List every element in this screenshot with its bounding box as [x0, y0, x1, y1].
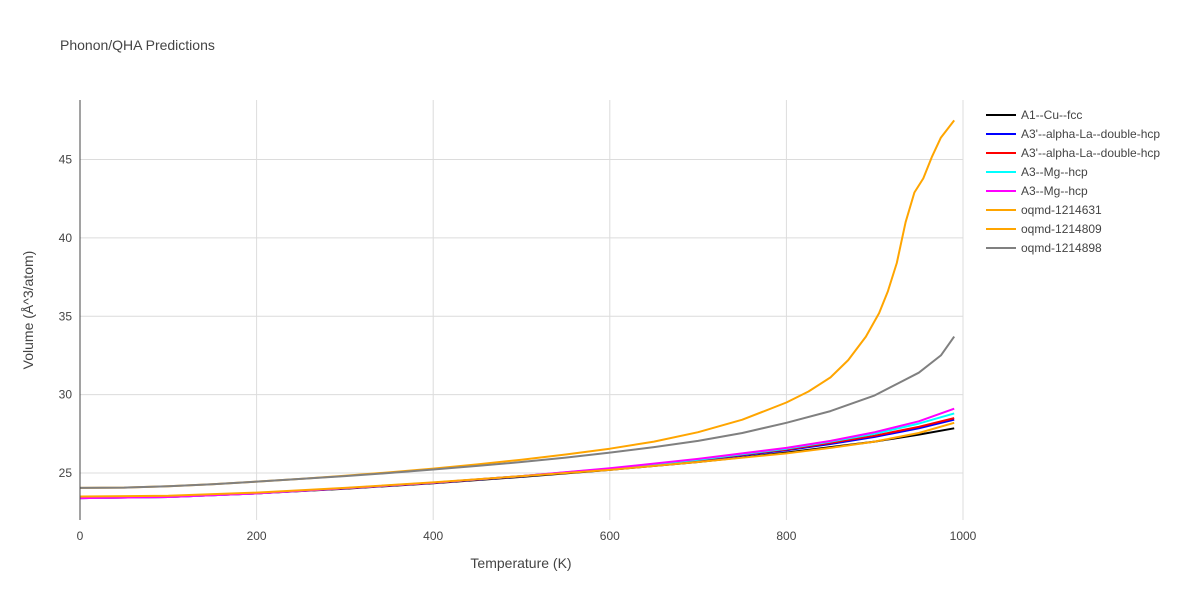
- y-tick-label: 40: [59, 231, 73, 245]
- x-axis-title: Temperature (K): [470, 555, 571, 571]
- grid: [80, 100, 964, 520]
- series-line-8: [79, 336, 956, 489]
- series-line-6: [79, 421, 955, 498]
- chart-title: Phonon/QHA Predictions: [60, 37, 215, 53]
- legend: A1--Cu--fcc A3'--alpha-La--double-hcp A3'-…: [986, 108, 1160, 255]
- legend-item[interactable]: A3--Mg--hcp: [986, 184, 1088, 198]
- legend-label: oqmd-1214898: [1021, 241, 1102, 255]
- legend-item[interactable]: oqmd-1214809: [986, 222, 1102, 236]
- y-tick-label: 35: [59, 309, 73, 323]
- legend-item[interactable]: A1--Cu--fcc: [986, 108, 1082, 122]
- legend-item[interactable]: A3'--alpha-La--double-hcp: [986, 127, 1160, 141]
- legend-item[interactable]: oqmd-1214631: [986, 203, 1102, 217]
- y-tick-label: 45: [59, 153, 73, 167]
- series-line-4: [79, 412, 955, 500]
- legend-label: oqmd-1214631: [1021, 203, 1102, 217]
- y-tick-label: 30: [59, 388, 73, 402]
- x-tick-label: 0: [77, 529, 84, 543]
- legend-item[interactable]: A3--Mg--hcp: [986, 165, 1088, 179]
- y-axis-title: Volume (Å^3/atom): [20, 251, 36, 370]
- tick-labels: 0 200 400 600 800 1000 25 30 35 40 45: [59, 153, 977, 543]
- x-tick-label: 1000: [950, 529, 977, 543]
- legend-item[interactable]: A3'--alpha-La--double-hcp: [986, 146, 1160, 160]
- legend-label: A3'--alpha-La--double-hcp: [1021, 146, 1160, 160]
- x-tick-label: 400: [423, 529, 443, 543]
- legend-label: A3--Mg--hcp: [1021, 165, 1088, 179]
- plot-area: [79, 119, 956, 500]
- x-tick-label: 600: [600, 529, 620, 543]
- legend-label: A3--Mg--hcp: [1021, 184, 1088, 198]
- y-tick-label: 25: [59, 466, 73, 480]
- series-line-7: [79, 119, 955, 489]
- legend-label: A1--Cu--fcc: [1021, 108, 1082, 122]
- x-tick-label: 200: [247, 529, 267, 543]
- legend-item[interactable]: oqmd-1214898: [986, 241, 1102, 255]
- x-tick-label: 800: [776, 529, 796, 543]
- legend-label: A3'--alpha-La--double-hcp: [1021, 127, 1160, 141]
- series-line-3: [79, 417, 955, 500]
- series-line-2: [79, 418, 955, 500]
- legend-label: oqmd-1214809: [1021, 222, 1102, 236]
